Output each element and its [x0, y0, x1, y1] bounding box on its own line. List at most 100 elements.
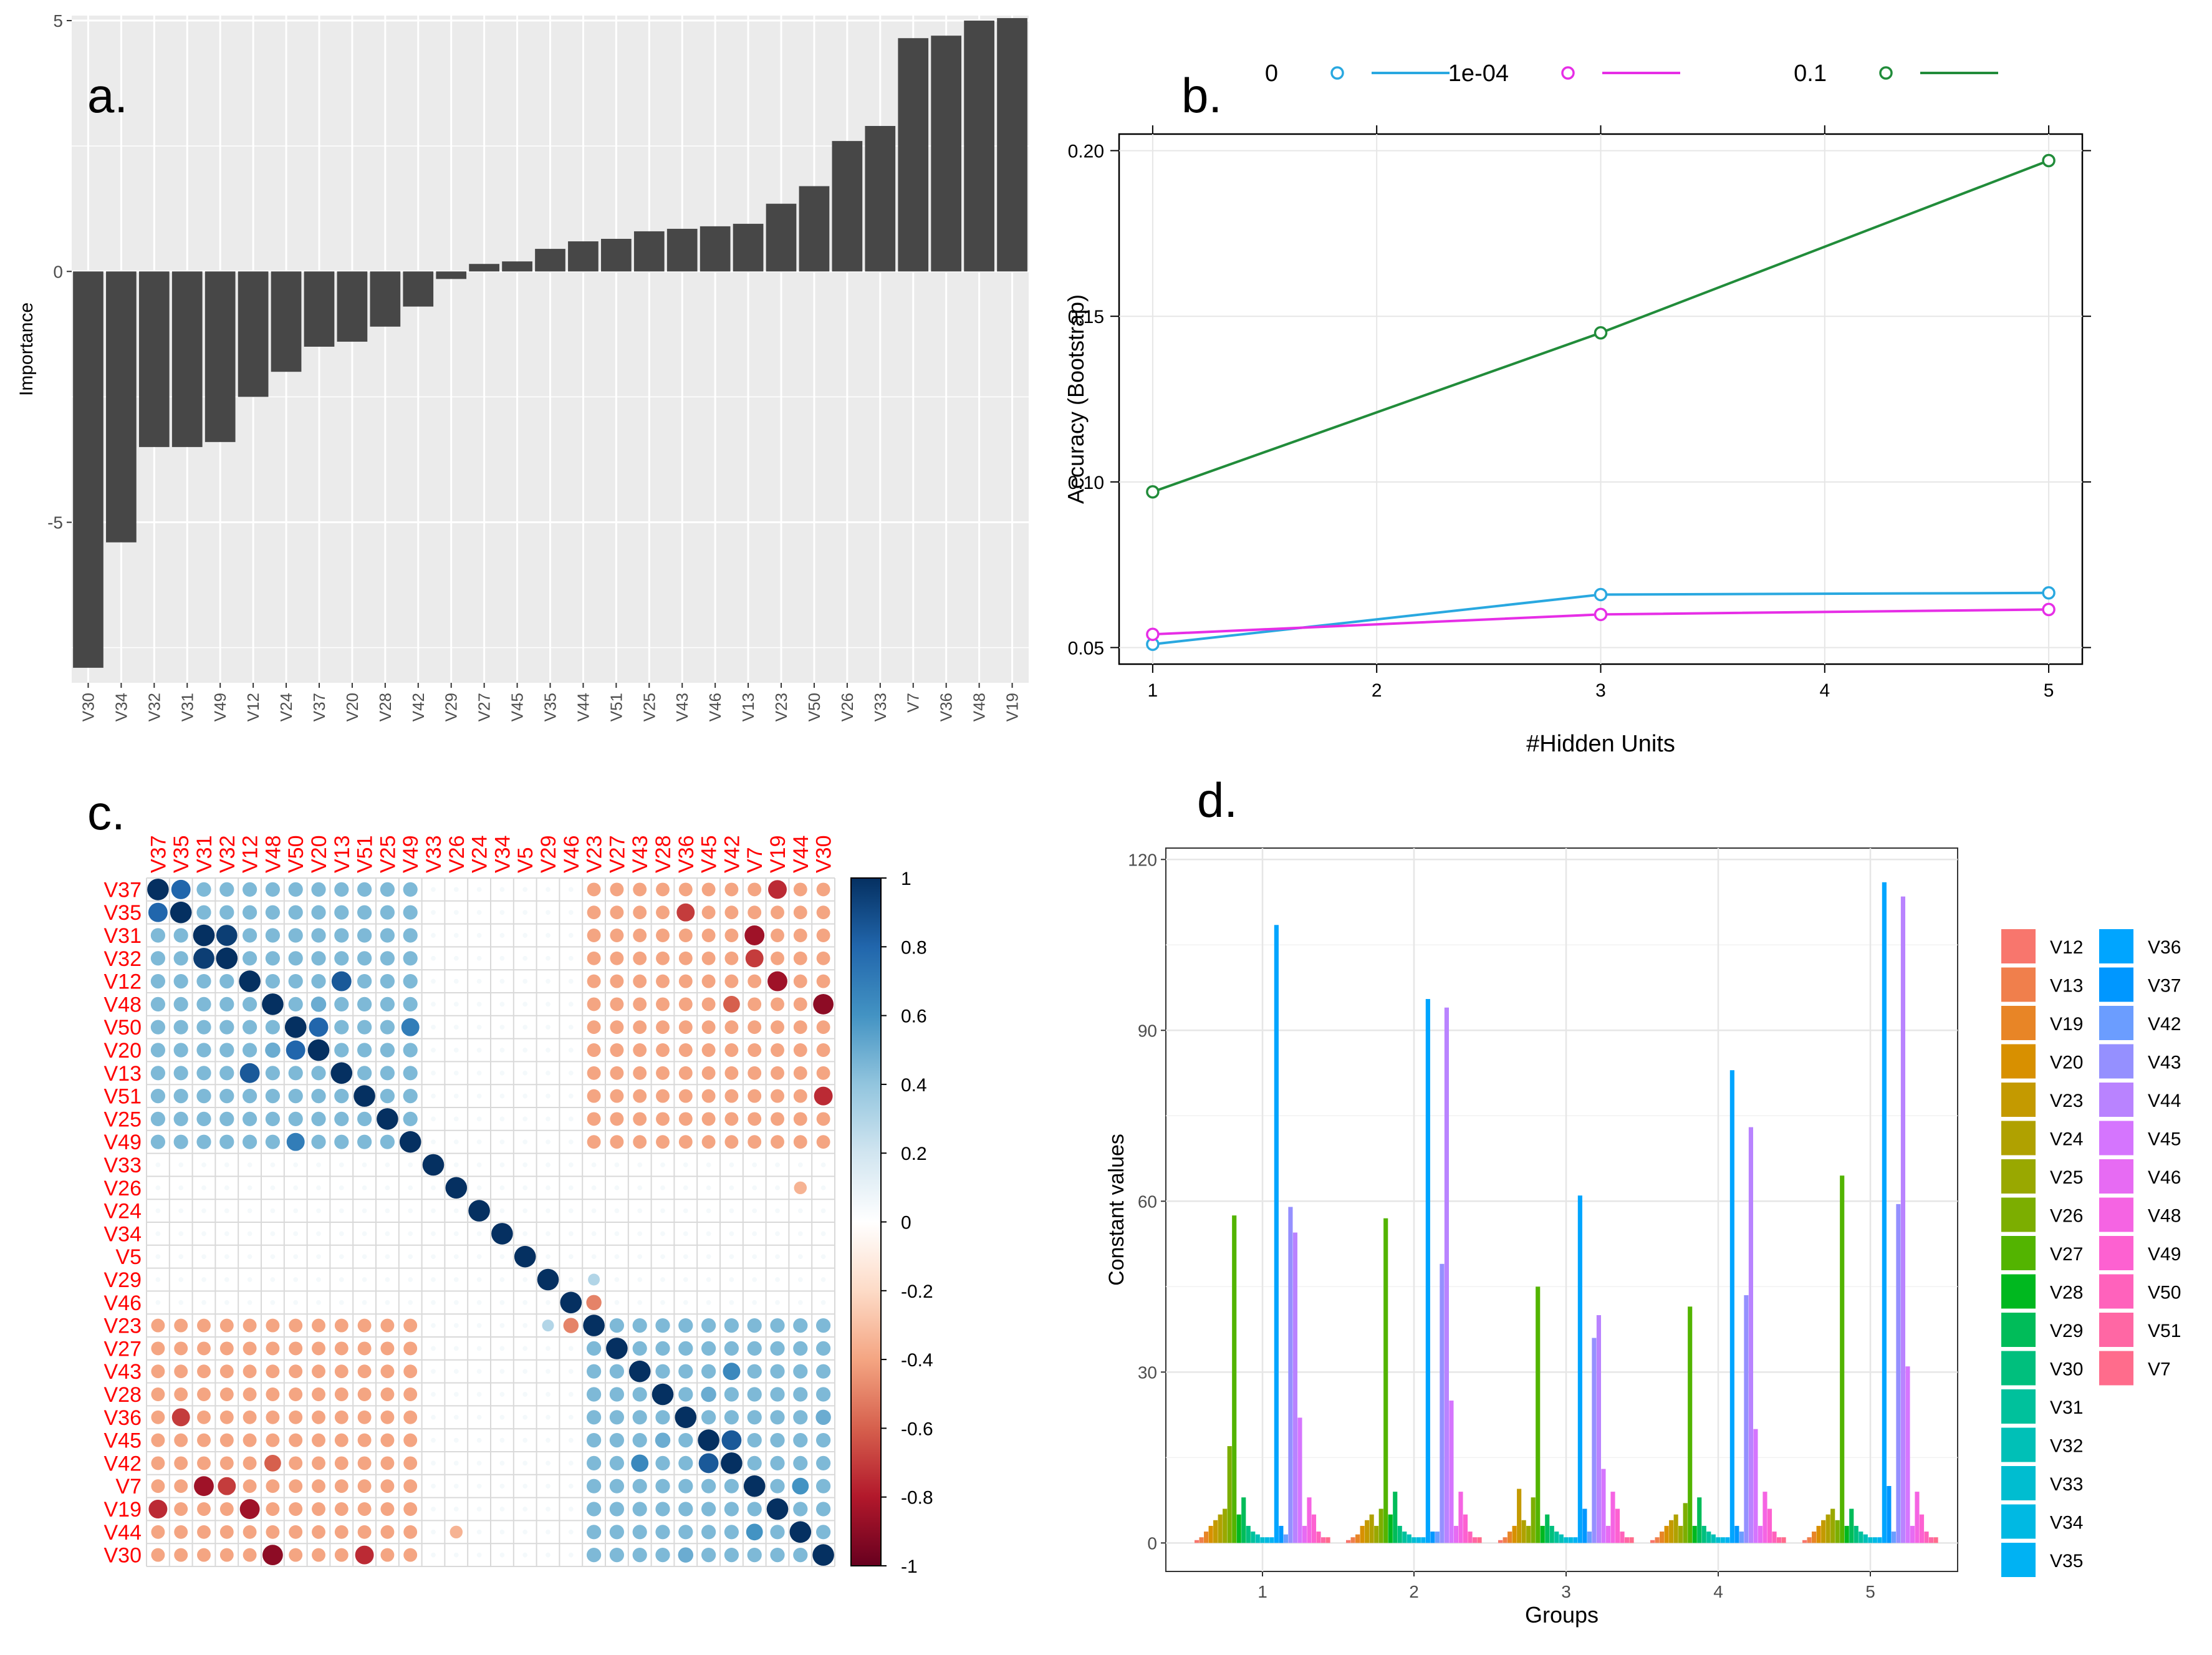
- row-label: V51: [104, 1085, 142, 1109]
- corr-circle-V37-V42: [724, 882, 739, 897]
- corr-circle-V34-V24: [476, 1231, 482, 1237]
- corr-circle-V46-V37: [155, 1300, 161, 1305]
- corr-circle-V5-V51: [362, 1254, 367, 1260]
- corr-circle-V28-V27: [609, 1387, 625, 1402]
- panel-a-bars: [73, 18, 1027, 668]
- legend-swatch-V35: [2001, 1543, 2036, 1577]
- corr-circle-V45-V24: [476, 1437, 482, 1443]
- corr-circle-V46-V13: [339, 1300, 344, 1305]
- bar-group1-V23: [1213, 1520, 1218, 1543]
- corr-circle-V5-V12: [247, 1254, 252, 1260]
- bar-group5-V20: [1816, 1525, 1821, 1543]
- corr-circle-V45-V19: [770, 1432, 785, 1448]
- corr-circle-V45-V30: [815, 1432, 831, 1448]
- corr-circle-V20-V49: [403, 1043, 418, 1058]
- legend-label: V51: [2148, 1321, 2181, 1341]
- corr-circle-V49-V12: [242, 1134, 257, 1149]
- column-label: V30: [812, 836, 836, 874]
- column-label: V27: [605, 836, 629, 874]
- row-label: V32: [104, 947, 142, 971]
- x-tick-label: V34: [112, 693, 130, 721]
- x-tick-label: 2: [1372, 680, 1382, 701]
- corr-circle-V13-V29: [546, 1070, 551, 1076]
- corr-circle-V19-V35: [174, 1502, 188, 1516]
- panel-c-colorbar-ticks: 1 0.8 0.6 0.4 0.2 0 -0.2 -0.4 -0.6 -0.8 -1: [881, 869, 933, 1577]
- corr-circle-V26-V33: [431, 1185, 436, 1190]
- corr-circle-V46-V35: [178, 1300, 184, 1305]
- corr-circle-V19-V31: [197, 1502, 211, 1516]
- bar-group2-V36: [1425, 999, 1430, 1543]
- corr-circle-V45-V48: [266, 1433, 280, 1447]
- corr-circle-V25-V42: [724, 1112, 739, 1126]
- corr-circle-V27-V26: [453, 1346, 459, 1351]
- corr-circle-V19-V5: [522, 1507, 528, 1512]
- row-label: V42: [104, 1452, 142, 1475]
- bar-group4-V42: [1739, 1532, 1744, 1543]
- corr-circle-V43-V35: [174, 1364, 188, 1379]
- corr-circle-V34-V29: [546, 1231, 551, 1237]
- corr-circle-V5-V45: [706, 1254, 711, 1260]
- corr-circle-V27-V43: [632, 1341, 647, 1356]
- bar-group4-V28: [1692, 1525, 1697, 1543]
- corr-circle-V33-V46: [568, 1162, 574, 1167]
- bar-group4-V25: [1678, 1525, 1683, 1543]
- corr-circle-V12-V44: [793, 974, 807, 988]
- corr-circle-V29-V20: [316, 1277, 321, 1282]
- corr-circle-V25-V37: [150, 1111, 166, 1127]
- bar-group3-V28: [1540, 1525, 1545, 1543]
- x-tick-label: V7: [904, 693, 923, 713]
- corr-circle-V46-V45: [706, 1300, 711, 1305]
- corr-circle-V7-V49: [403, 1479, 418, 1493]
- corr-circle-V37-V13: [334, 882, 349, 897]
- corr-circle-V37-V30: [816, 882, 830, 897]
- corr-circle-V25-V25: [377, 1108, 398, 1130]
- corr-circle-V31-V33: [431, 933, 436, 938]
- corr-circle-V51-V24: [476, 1093, 482, 1099]
- corr-circle-V27-V23: [586, 1341, 602, 1356]
- corr-circle-V46-V32: [224, 1300, 229, 1305]
- corr-circle-V12-V50: [288, 973, 303, 989]
- corr-circle-V23-V25: [380, 1318, 395, 1333]
- corr-circle-V5-V24: [476, 1254, 482, 1260]
- corr-circle-V49-V34: [499, 1139, 505, 1145]
- bar-group2-V25: [1374, 1525, 1379, 1543]
- corr-circle-V19-V32: [219, 1502, 234, 1516]
- corr-circle-V42-V28: [655, 1455, 670, 1471]
- corr-circle-V12-V27: [610, 974, 624, 988]
- corr-circle-V49-V31: [196, 1134, 211, 1149]
- panel-d-grouped-bar-chart: d. 0 30 60 90 120 1 2 3 4 5 Constant values Group…: [1105, 773, 2181, 1628]
- corr-circle-V31-V19: [771, 929, 784, 942]
- corr-circle-V35-V7: [748, 905, 762, 920]
- corr-circle-V49-V37: [150, 1134, 166, 1149]
- corr-circle-V12-V28: [656, 974, 670, 988]
- corr-circle-V50-V51: [357, 1020, 372, 1035]
- series-point-0.1: [2042, 153, 2056, 168]
- x-tick-label: 1: [1148, 680, 1158, 701]
- corr-circle-V35-V13: [334, 905, 349, 920]
- corr-circle-V36-V33: [431, 1414, 436, 1420]
- column-label: V51: [353, 836, 377, 874]
- corr-circle-V34-V32: [224, 1231, 229, 1237]
- corr-circle-V51-V30: [814, 1086, 833, 1106]
- corr-circle-V31-V45: [701, 929, 716, 942]
- corr-circle-V32-V42: [724, 951, 739, 965]
- corr-circle-V26-V32: [224, 1185, 229, 1190]
- corr-circle-V12-V24: [476, 978, 482, 984]
- corr-circle-V33-V7: [752, 1162, 757, 1167]
- bar-V7: [898, 38, 929, 272]
- corr-circle-V44-V33: [431, 1529, 436, 1535]
- corr-circle-V32-V33: [431, 955, 436, 961]
- corr-circle-V7-V19: [770, 1479, 785, 1493]
- corr-circle-V34-V23: [591, 1231, 597, 1237]
- corr-circle-V35-V26: [453, 910, 459, 915]
- corr-circle-V25-V51: [357, 1111, 372, 1127]
- bar-group3-V7: [1629, 1537, 1634, 1543]
- corr-circle-V45-V20: [312, 1433, 325, 1447]
- legend-label: V31: [2050, 1397, 2083, 1418]
- corr-circle-V36-V44: [793, 1410, 808, 1425]
- corr-circle-V29-V43: [637, 1277, 643, 1282]
- corr-circle-V7-V46: [568, 1484, 574, 1489]
- corr-circle-V20-V28: [656, 1043, 670, 1057]
- corr-circle-V37-V51: [357, 882, 372, 897]
- corr-circle-V36-V36: [675, 1406, 697, 1429]
